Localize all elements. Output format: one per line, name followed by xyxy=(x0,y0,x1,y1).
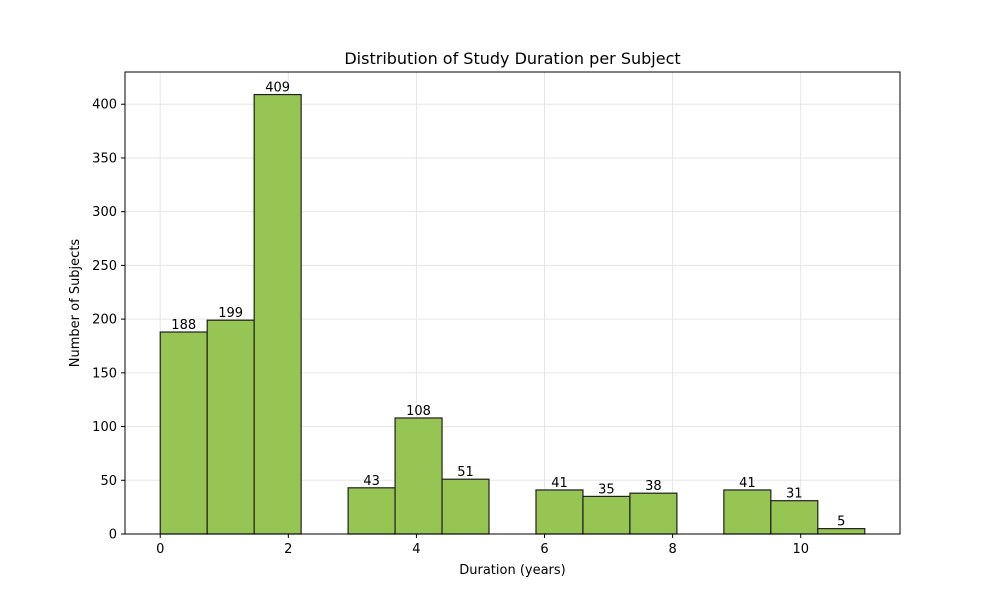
bar-value-label: 108 xyxy=(406,404,431,419)
bar-value-label: 188 xyxy=(171,318,196,333)
plot-frame xyxy=(124,71,901,535)
bar-value-label: 51 xyxy=(457,465,474,480)
x-tick-label: 8 xyxy=(668,542,676,557)
histogram-bar xyxy=(629,492,678,535)
x-tick-label: 4 xyxy=(412,542,420,557)
y-tick-label: 350 xyxy=(92,151,117,166)
x-axis-label: Duration (years) xyxy=(459,563,566,578)
bar-value-label: 5 xyxy=(837,515,845,530)
y-tick-label: 150 xyxy=(92,366,117,381)
y-tick-label: 400 xyxy=(92,98,117,113)
bar-value-label: 38 xyxy=(645,479,662,494)
y-tick-label: 100 xyxy=(92,420,117,435)
x-tick-label: 10 xyxy=(792,542,809,557)
y-tick-label: 250 xyxy=(92,259,117,274)
bar-value-label: 199 xyxy=(218,306,243,321)
histogram-bar xyxy=(535,489,584,535)
histogram-bar xyxy=(206,319,255,535)
bar-value-label: 35 xyxy=(598,482,615,497)
histogram-bar xyxy=(723,489,772,535)
y-tick-label: 300 xyxy=(92,205,117,220)
bar-value-label: 31 xyxy=(786,487,803,502)
y-axis-ticks: 0 50 100 150 200 250 300 350 400 xyxy=(92,98,125,543)
bar-value-label: 41 xyxy=(739,476,756,491)
histogram-bar xyxy=(347,487,396,535)
histogram-bar xyxy=(253,93,302,535)
y-tick-label: 200 xyxy=(92,313,117,328)
histogram-bar xyxy=(159,331,208,535)
y-axis-label: Number of Subjects xyxy=(68,239,83,368)
x-tick-label: 0 xyxy=(156,542,164,557)
histogram-bar xyxy=(770,500,819,535)
histogram-bar xyxy=(394,417,443,535)
y-tick-label: 50 xyxy=(100,474,117,489)
bar-value-label: 41 xyxy=(551,476,568,491)
x-axis-ticks: 0 2 4 6 8 10 xyxy=(156,534,809,557)
x-tick-label: 2 xyxy=(284,542,292,557)
bar-value-label: 409 xyxy=(265,81,290,96)
chart-title: Distribution of Study Duration per Subje… xyxy=(344,49,680,68)
bars-layer xyxy=(159,93,866,535)
histogram-bar xyxy=(441,478,490,535)
data-labels-layer: 188 199 409 43 108 51 41 35 38 41 31 5 xyxy=(171,81,845,530)
x-tick-label: 6 xyxy=(540,542,548,557)
bar-value-label: 43 xyxy=(363,474,380,489)
histogram-bar xyxy=(582,495,631,535)
y-tick-label: 0 xyxy=(109,528,117,543)
